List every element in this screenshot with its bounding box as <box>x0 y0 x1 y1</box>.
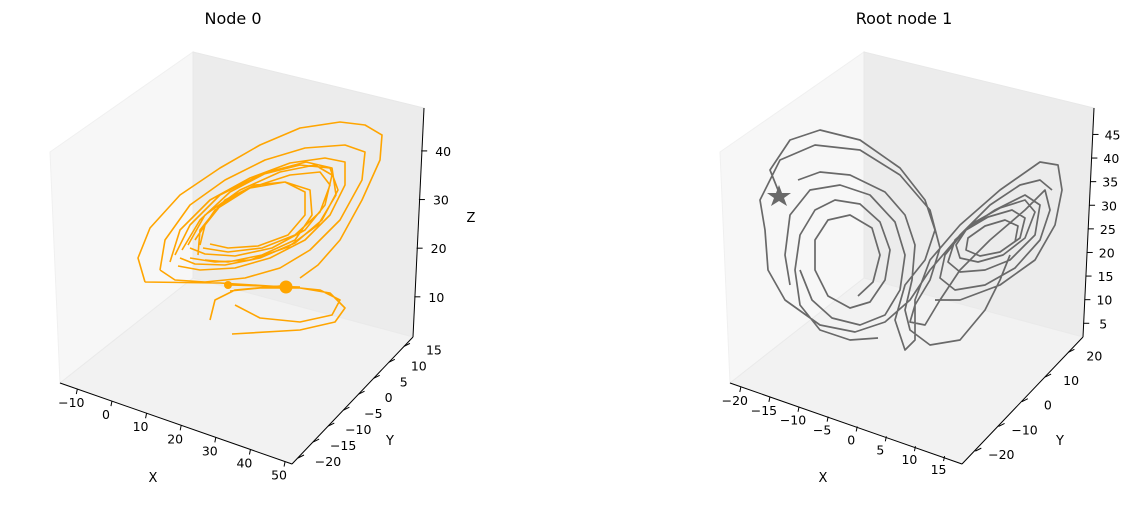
x-axis-label: X <box>149 471 158 486</box>
tick-mark <box>283 461 286 467</box>
y-axis-label: Y <box>385 434 394 449</box>
tick-mark <box>248 449 251 455</box>
tick-mark <box>297 454 305 459</box>
tick-label: 10 <box>411 358 427 373</box>
tick-label: −10 <box>780 413 806 428</box>
tick-mark <box>179 425 182 431</box>
tick-label: 20 <box>1099 245 1115 260</box>
trajectory-node-0 <box>137 121 383 335</box>
tick-label: 15 <box>931 462 947 477</box>
tick-mark <box>312 438 320 443</box>
tick-label: 15 <box>1098 269 1114 284</box>
tick-mark <box>739 386 742 393</box>
y-axis-line <box>961 336 1084 465</box>
tick-mark <box>998 422 1005 427</box>
tick-label: 0 <box>847 432 855 447</box>
tick-label: −10 <box>345 422 371 437</box>
tick-mark <box>214 437 217 443</box>
tick-label: −15 <box>751 403 777 418</box>
tick-label: 5 <box>876 442 884 457</box>
tick-label: 30 <box>433 193 449 208</box>
tick-label: −10 <box>58 395 84 410</box>
tick-label: 40 <box>435 144 451 159</box>
tick-mark <box>975 447 982 452</box>
tick-mark <box>358 390 365 395</box>
tick-mark <box>328 422 335 427</box>
tick-label: 25 <box>1100 222 1116 237</box>
x-axis-label: X <box>819 471 828 486</box>
x-axis-line <box>729 382 963 465</box>
tick-label: 15 <box>426 342 442 357</box>
chart-title: Node 0 <box>204 9 261 28</box>
chart-title: Root node 1 <box>856 9 953 28</box>
tick-label: 35 <box>1102 175 1118 190</box>
tick-label: 0 <box>1044 398 1052 413</box>
tick-mark <box>913 446 916 452</box>
tick-label: 10 <box>1096 293 1112 308</box>
tick-mark <box>768 396 771 402</box>
z-axis-line <box>412 107 425 338</box>
tick-mark <box>826 416 829 422</box>
y-ticks: −20 −10 0 10 20 <box>975 348 1102 462</box>
tick-label: −5 <box>364 406 382 421</box>
tick-label: 30 <box>202 443 218 458</box>
tick-mark <box>797 406 800 412</box>
trajectory-marker-star <box>767 185 791 206</box>
tick-label: 20 <box>167 431 183 446</box>
tick-mark <box>110 401 113 407</box>
tick-mark <box>1068 348 1075 353</box>
x-ticks: −10 0 10 20 30 40 50 <box>58 388 287 483</box>
tick-label: 20 <box>431 241 447 256</box>
x-axis-line <box>59 382 293 465</box>
tick-label: −20 <box>315 454 341 469</box>
z-axis-label: Z <box>467 211 476 226</box>
tick-mark <box>75 388 78 395</box>
tick-label: 45 <box>1105 127 1121 142</box>
tick-mark <box>145 413 148 419</box>
z-axis-line <box>1082 107 1095 338</box>
trajectory-marker-circle <box>279 280 293 294</box>
tick-label: 10 <box>1063 373 1079 388</box>
tick-label: 0 <box>102 407 110 422</box>
trajectory-marker-circle-small <box>224 281 232 289</box>
tick-label: 10 <box>901 452 917 467</box>
tick-label: 5 <box>1099 316 1107 331</box>
tick-mark <box>373 374 380 379</box>
tick-label: −20 <box>722 393 748 408</box>
tick-label: −10 <box>1011 422 1037 437</box>
tick-mark <box>855 426 858 432</box>
tick-label: −5 <box>813 423 831 438</box>
y-axis-label: Y <box>1055 434 1064 449</box>
tick-label: 5 <box>400 374 408 389</box>
x-ticks: −20−15−10 −5 0 5 10 15 <box>722 386 947 477</box>
tick-label: 40 <box>1103 151 1119 166</box>
tick-mark <box>1021 398 1029 403</box>
tick-mark <box>884 436 887 442</box>
y-axis-line <box>291 336 414 465</box>
trajectory-root-node-1 <box>759 129 1063 351</box>
tick-label: 30 <box>1101 198 1117 213</box>
z-ticks: 5 10 15 20 25 30 35 40 45 <box>1083 127 1120 331</box>
tick-label: 50 <box>271 468 287 483</box>
tick-label: 40 <box>236 455 252 470</box>
tick-label: 10 <box>428 290 444 305</box>
tick-mark <box>388 358 396 363</box>
tick-mark <box>943 455 946 462</box>
tick-mark <box>343 406 350 411</box>
tick-label: −15 <box>330 438 356 453</box>
tick-label: 10 <box>133 419 149 434</box>
z-ticks: 10 20 30 40 <box>414 144 451 305</box>
tick-label: 20 <box>1086 348 1102 363</box>
tick-mark <box>403 342 411 347</box>
tick-mark <box>1044 373 1052 378</box>
tick-label: −20 <box>988 447 1014 462</box>
tick-label: 0 <box>385 390 393 405</box>
